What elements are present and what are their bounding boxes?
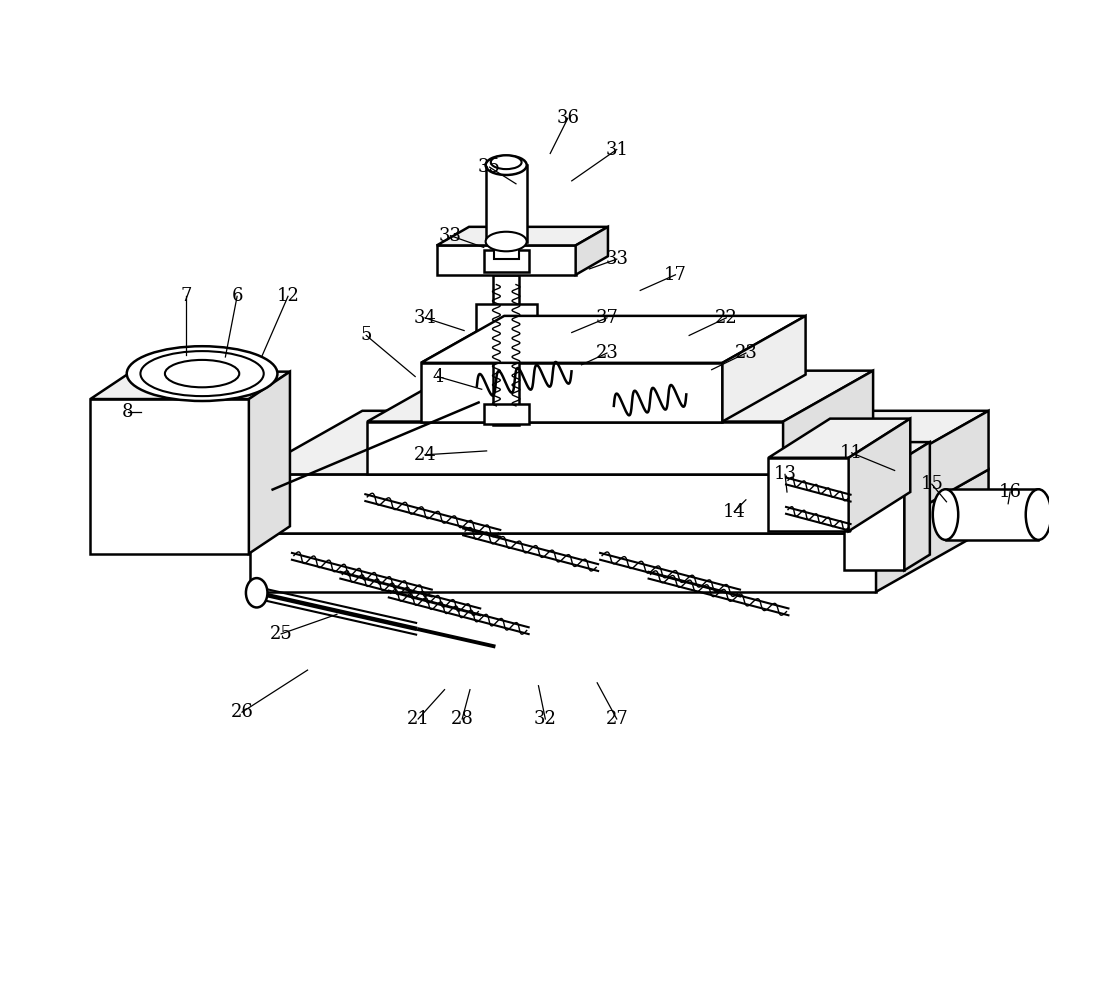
Bar: [945, 489, 1038, 540]
Polygon shape: [249, 372, 290, 554]
Text: 31: 31: [605, 141, 628, 158]
Ellipse shape: [140, 351, 263, 397]
Polygon shape: [843, 442, 930, 458]
Bar: [367, 421, 783, 474]
Bar: [91, 400, 249, 554]
Text: 8: 8: [122, 402, 133, 421]
Text: 26: 26: [231, 704, 253, 721]
Polygon shape: [576, 227, 608, 275]
Ellipse shape: [127, 346, 278, 401]
Text: 33: 33: [605, 250, 628, 268]
Bar: [486, 165, 526, 241]
Polygon shape: [250, 469, 989, 533]
Text: 14: 14: [722, 503, 746, 521]
Text: 21: 21: [407, 710, 430, 728]
Text: 33: 33: [439, 226, 461, 245]
Ellipse shape: [491, 155, 522, 169]
Polygon shape: [91, 372, 290, 400]
Bar: [437, 245, 576, 275]
Text: 23: 23: [735, 344, 757, 362]
Polygon shape: [849, 418, 911, 531]
Polygon shape: [768, 418, 911, 458]
Polygon shape: [876, 410, 989, 533]
Text: 12: 12: [277, 287, 299, 305]
Polygon shape: [421, 316, 805, 363]
Bar: [484, 250, 529, 272]
Bar: [843, 458, 905, 571]
Bar: [831, 501, 843, 521]
Text: 36: 36: [557, 109, 579, 127]
Text: 17: 17: [664, 266, 687, 283]
Text: 16: 16: [999, 483, 1021, 501]
Text: 35: 35: [478, 158, 501, 176]
Bar: [250, 474, 876, 533]
Bar: [250, 533, 876, 591]
Text: 25: 25: [270, 625, 292, 643]
Text: 13: 13: [774, 465, 796, 483]
Polygon shape: [367, 371, 874, 421]
Text: 15: 15: [921, 475, 943, 493]
Ellipse shape: [486, 155, 526, 175]
Ellipse shape: [165, 360, 240, 388]
Text: 27: 27: [606, 710, 628, 728]
Ellipse shape: [486, 232, 526, 251]
Polygon shape: [876, 469, 989, 591]
Text: 22: 22: [715, 309, 738, 327]
Polygon shape: [722, 316, 805, 421]
Text: 6: 6: [232, 287, 243, 305]
Text: 5: 5: [361, 327, 372, 344]
Bar: [494, 275, 519, 425]
Text: 32: 32: [534, 710, 557, 728]
Polygon shape: [905, 442, 930, 571]
Bar: [421, 363, 722, 421]
Text: 37: 37: [596, 309, 618, 327]
Text: 7: 7: [180, 287, 192, 305]
Text: 34: 34: [413, 309, 437, 327]
Text: 23: 23: [596, 344, 618, 362]
Bar: [494, 241, 519, 259]
Ellipse shape: [246, 579, 268, 607]
Bar: [476, 304, 536, 334]
Text: 11: 11: [840, 444, 864, 461]
Bar: [484, 404, 529, 423]
Text: 28: 28: [450, 710, 474, 728]
Text: 4: 4: [432, 368, 444, 386]
Polygon shape: [783, 371, 874, 474]
Polygon shape: [437, 227, 608, 245]
Ellipse shape: [933, 489, 959, 540]
Ellipse shape: [1026, 489, 1052, 540]
Bar: [177, 363, 225, 385]
Polygon shape: [250, 410, 989, 474]
Text: 24: 24: [413, 446, 437, 463]
Bar: [768, 458, 849, 531]
